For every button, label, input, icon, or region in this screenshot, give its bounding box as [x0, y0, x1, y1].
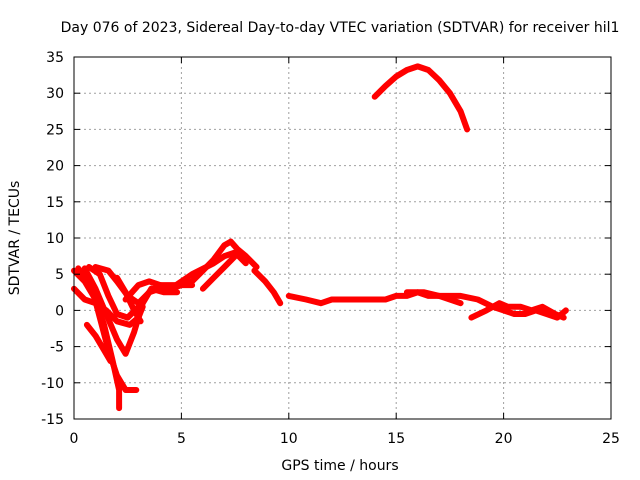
- chart-title: Day 076 of 2023, Sidereal Day-to-day VTE…: [61, 20, 620, 36]
- series-arc-11: [199, 253, 239, 292]
- y-tick-label: 0: [55, 303, 64, 319]
- y-tick-label: -10: [41, 376, 64, 392]
- y-tick-label: -15: [41, 412, 64, 428]
- x-tick-label: 0: [70, 431, 79, 447]
- series-arc-6: [83, 321, 114, 365]
- y-tick-label: 25: [46, 122, 64, 138]
- series-arc-12: [251, 267, 284, 307]
- y-tick-label: 10: [46, 231, 64, 247]
- series-arc-8: [114, 274, 144, 325]
- y-tick-label: 30: [46, 86, 64, 102]
- series-arc-14: [403, 289, 569, 321]
- data-series: [71, 63, 569, 412]
- x-tick-label: 15: [387, 431, 405, 447]
- x-tick-label: 20: [495, 431, 513, 447]
- x-tick-label: 25: [602, 431, 620, 447]
- gridlines: [74, 57, 611, 419]
- series-arc-16: [371, 63, 471, 133]
- y-tick-label: 35: [46, 50, 64, 66]
- x-tick-label: 10: [280, 431, 298, 447]
- x-axis-label: GPS time / hours: [281, 458, 398, 474]
- y-tick-label: 20: [46, 159, 64, 175]
- axis-ticks: 0 5 10 15 20 25 -15 -10 -5 0 5 10 15 20 25 30 35: [41, 50, 620, 447]
- y-tick-label: -5: [50, 340, 64, 356]
- y-axis-label: SDTVAR / TECUs: [7, 181, 23, 296]
- series-arc-15: [468, 300, 567, 321]
- y-tick-label: 15: [46, 195, 64, 211]
- x-tick-label: 5: [177, 431, 186, 447]
- y-tick-label: 5: [55, 267, 64, 283]
